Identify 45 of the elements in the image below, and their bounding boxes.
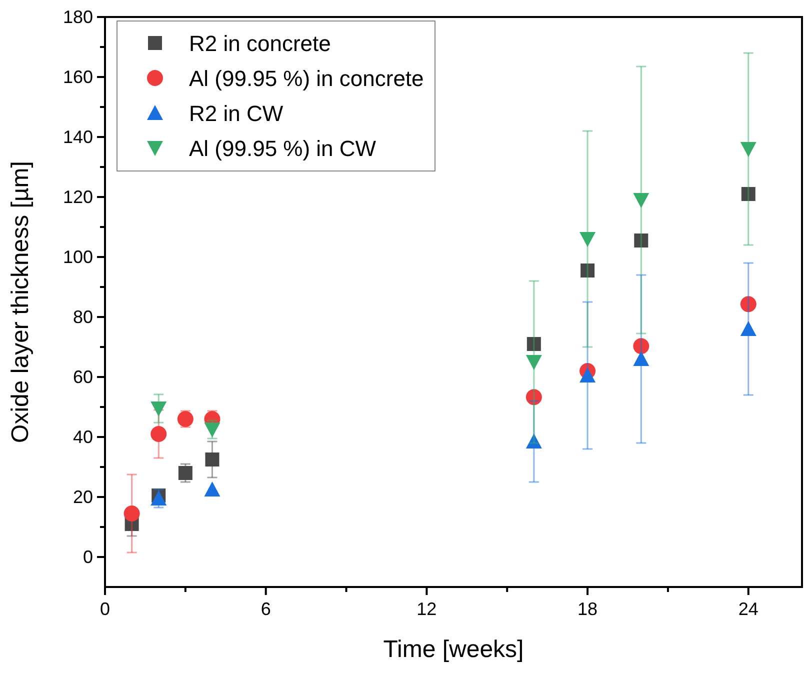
point: [634, 234, 648, 248]
y-tick-label: 140: [62, 127, 93, 147]
point: [580, 264, 595, 278]
point: [150, 490, 167, 506]
legend-label: Al (99.95 %) in CW: [189, 136, 376, 161]
point: [526, 355, 542, 370]
x-tick-label: 6: [260, 599, 271, 619]
point: [177, 411, 194, 427]
point: [526, 434, 542, 448]
y-tick-label: 180: [62, 7, 93, 27]
point: [150, 426, 167, 442]
point: [178, 466, 192, 480]
point: [633, 338, 650, 354]
legend-label: R2 in concrete: [189, 31, 331, 56]
x-tick-label: 12: [416, 599, 437, 619]
x-tick-label: 18: [578, 599, 598, 619]
point: [633, 193, 650, 208]
y-tick-label: 40: [72, 427, 93, 447]
point: [204, 422, 220, 438]
y-tick-label: 60: [72, 367, 93, 387]
point: [580, 368, 596, 382]
point: [580, 232, 596, 247]
legend-label: Al (99.95 %) in concrete: [189, 66, 424, 91]
y-tick-label: 100: [62, 247, 93, 267]
point: [740, 142, 756, 157]
legend-label: R2 in CW: [189, 101, 284, 126]
point: [633, 351, 650, 366]
point: [526, 337, 541, 351]
y-tick-label: 0: [82, 547, 93, 567]
point: [150, 402, 167, 416]
y-tick-label: 120: [62, 187, 93, 207]
point: [740, 321, 756, 336]
point: [526, 389, 542, 406]
point: [124, 506, 140, 522]
y-tick-label: 80: [72, 307, 93, 327]
x-axis-title: Time [weeks]: [383, 636, 524, 663]
y-axis-title: Oxide layer thickness [µm]: [7, 161, 34, 443]
y-tick-label: 160: [62, 67, 93, 87]
y-tick-label: 20: [72, 487, 93, 507]
point: [205, 452, 220, 466]
point: [740, 296, 756, 312]
x-tick-label: 0: [100, 599, 110, 619]
point: [204, 482, 220, 496]
point: [741, 187, 756, 201]
x-tick-label: 24: [738, 599, 758, 619]
